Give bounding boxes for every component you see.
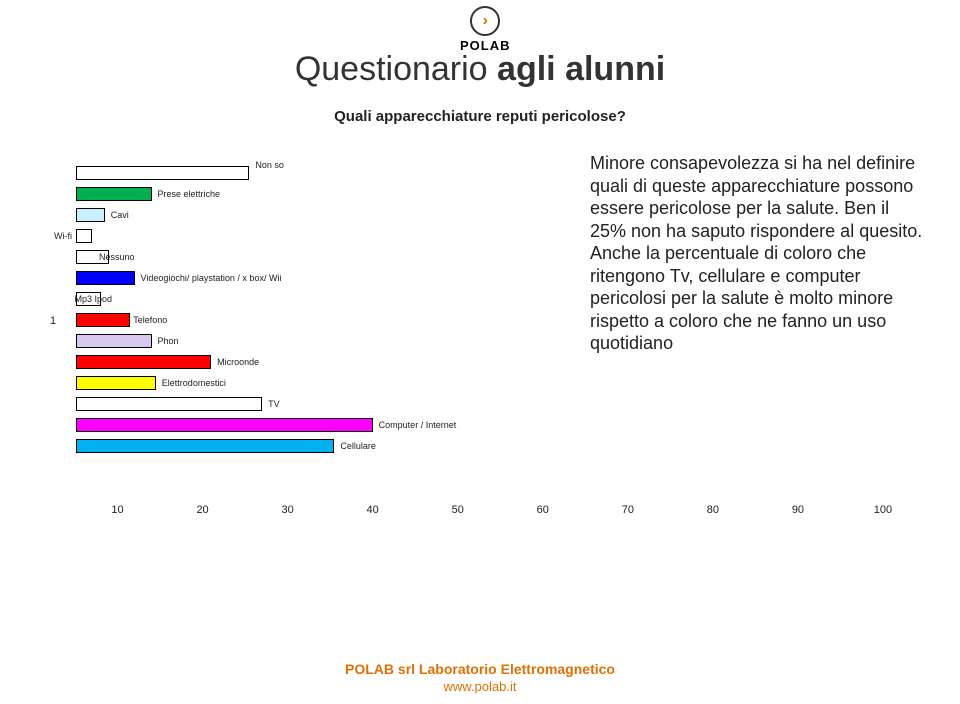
bar (76, 439, 335, 453)
x-tick: 30 (282, 504, 294, 516)
bar-label: Computer / Internet (379, 420, 457, 430)
x-tick: 40 (367, 504, 379, 516)
page-title: Questionario agli alunni (0, 50, 960, 89)
footer-lab: POLAB srl Laboratorio Elettromagnetico (0, 661, 960, 677)
logo-icon: › (470, 6, 500, 36)
bar-label: Cellulare (340, 441, 376, 451)
bar-label: Telefono (133, 315, 167, 325)
bar (76, 418, 373, 432)
logo: › POLAB (460, 6, 511, 53)
description-text: Minore consapevolezza si ha nel definire… (590, 152, 930, 355)
bar (76, 397, 262, 411)
bar-label: Non so (255, 160, 284, 170)
x-tick: 10 (111, 504, 123, 516)
bar-label: Videogiochi/ playstation / x box/ Wii (141, 273, 282, 283)
x-axis: 10 20 30 40 50 60 70 80 90 100 (75, 500, 900, 530)
bar-label: TV (268, 399, 280, 409)
bar (76, 187, 152, 201)
bar (76, 208, 105, 222)
bar (76, 166, 250, 180)
x-tick: 90 (792, 504, 804, 516)
bar-label: Nessuno (99, 252, 135, 262)
footer: POLAB srl Laboratorio Elettromagnetico w… (0, 661, 960, 694)
x-tick: 60 (537, 504, 549, 516)
bar-label: Elettrodomestici (162, 378, 226, 388)
bar-label: Phon (158, 336, 179, 346)
bar-label: Mp3 Ipod (75, 294, 113, 304)
bar (76, 355, 211, 369)
bar (76, 271, 135, 285)
title-part2: agli alunni (497, 50, 665, 88)
bar-label: Microonde (217, 357, 259, 367)
x-tick: 80 (707, 504, 719, 516)
bar (76, 229, 92, 243)
chart-subtitle: Quali apparecchiature reputi pericolose? (0, 108, 960, 125)
bar (76, 376, 156, 390)
footer-url: www.polab.it (0, 679, 960, 694)
x-tick: 100 (874, 504, 892, 516)
bar-label: Wi-fi (54, 231, 72, 241)
title-part1: Questionario (295, 50, 497, 88)
y-group-label: 1 (50, 315, 56, 327)
bar-label: Prese elettriche (158, 189, 221, 199)
bar (76, 313, 130, 327)
x-tick: 70 (622, 504, 634, 516)
x-tick: 50 (452, 504, 464, 516)
bar-label: Cavi (111, 210, 129, 220)
x-tick: 20 (196, 504, 208, 516)
bar (76, 334, 152, 348)
